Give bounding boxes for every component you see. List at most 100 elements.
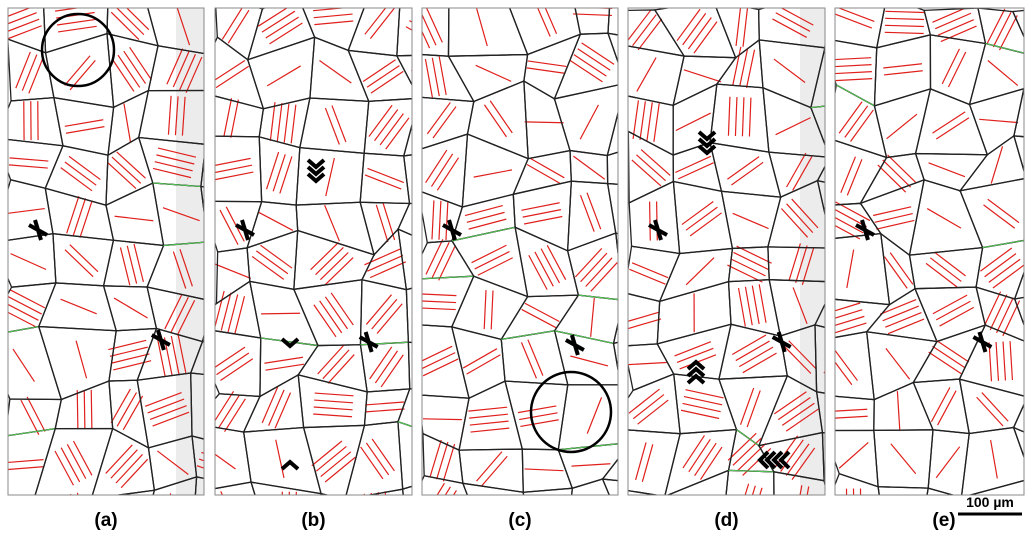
twin-boundary	[174, 96, 179, 136]
twin-boundary	[925, 262, 958, 288]
twin-boundary	[251, 256, 285, 280]
twin-boundary	[758, 284, 767, 323]
cross-marker	[771, 331, 792, 353]
grain-boundary	[347, 49, 412, 102]
twin-boundary	[737, 287, 746, 327]
twin-boundary	[123, 50, 147, 84]
twin-boundary	[935, 300, 971, 321]
twin-boundary	[989, 294, 1008, 331]
scale-bar-label: 100 µm	[966, 494, 1014, 510]
twin-boundary	[932, 111, 966, 134]
twin-boundary	[680, 409, 720, 420]
grain-boundary	[1013, 270, 1024, 300]
twin-boundary	[788, 243, 801, 281]
twin-boundary	[426, 102, 451, 135]
cross-marker	[855, 219, 875, 241]
twin-boundary	[844, 105, 869, 138]
twin-boundary	[75, 340, 88, 379]
twin-boundary	[483, 290, 487, 330]
twin-boundary	[64, 495, 71, 533]
twin-boundary	[436, 157, 460, 191]
twin-boundary	[272, 154, 286, 192]
twin-boundary	[473, 169, 513, 178]
twin-boundary	[64, 249, 94, 278]
twin-boundary	[727, 156, 760, 180]
twin-boundary	[322, 349, 350, 380]
twin-boundary	[838, 441, 869, 469]
twin-boundary	[422, 358, 459, 377]
twin-boundary	[947, 51, 967, 88]
twin-boundary	[320, 451, 352, 478]
twin-boundary	[122, 395, 144, 431]
twin-boundary	[835, 349, 858, 381]
twin-boundary	[521, 202, 560, 211]
grain-boundary	[397, 388, 412, 428]
twin-boundary	[315, 247, 344, 276]
twin-boundary	[261, 10, 296, 33]
twin-boundary	[579, 194, 595, 232]
twin-boundary	[474, 250, 510, 270]
twin-boundary	[483, 104, 507, 138]
twin-boundary	[179, 53, 196, 91]
twin-boundary	[939, 306, 975, 327]
twin-boundary	[641, 444, 654, 483]
twin-boundary	[676, 8, 701, 42]
grain-boundary	[612, 320, 618, 345]
twin-boundary	[521, 308, 557, 329]
chevron-marker	[778, 450, 791, 470]
twin-boundary	[170, 296, 189, 333]
grain-boundary	[522, 487, 573, 495]
twin-boundary	[123, 103, 132, 142]
twin-boundary	[438, 244, 457, 281]
twin-boundary	[527, 60, 567, 68]
panel-label: (d)	[714, 510, 738, 531]
panel	[422, 8, 659, 525]
twin-boundary	[54, 450, 74, 486]
twin-boundary	[635, 494, 659, 525]
twin-boundary	[679, 497, 715, 513]
panel-frame	[627, 7, 826, 496]
twin-boundary	[519, 412, 558, 421]
twin-boundary	[20, 399, 40, 435]
twin-boundary	[932, 294, 968, 315]
grain-boundary	[152, 475, 198, 495]
panel-frame	[834, 7, 1025, 496]
twin-boundary	[735, 8, 742, 47]
twin-boundary	[876, 219, 915, 230]
twin-boundary	[167, 95, 172, 135]
twin-boundary	[431, 57, 440, 97]
twin-boundary	[113, 297, 148, 319]
twin-boundary	[835, 57, 872, 61]
twin-boundary	[998, 15, 1018, 51]
twin-boundary	[886, 113, 918, 140]
twin-boundary	[10, 289, 46, 309]
twin-boundary	[571, 463, 611, 467]
twin-boundary	[365, 401, 405, 406]
twin-boundary	[476, 451, 503, 482]
twin-boundary	[315, 445, 347, 472]
twin-boundary	[466, 354, 501, 375]
grain-boundary	[606, 110, 618, 157]
twin-boundary	[585, 257, 613, 287]
low-angle-boundary	[8, 428, 56, 437]
twin-boundary	[781, 402, 815, 426]
twin-boundary	[791, 198, 819, 229]
twin-boundary	[424, 58, 433, 98]
twin-boundary	[835, 216, 864, 234]
twin-boundary	[524, 302, 560, 323]
twin-boundary	[9, 157, 49, 162]
twin-boundary	[524, 121, 564, 124]
grain-boundary	[571, 478, 610, 495]
twin-boundary	[884, 31, 924, 35]
low-angle-boundary	[554, 330, 614, 344]
twin-boundary	[882, 305, 919, 322]
twin-boundary	[374, 350, 398, 384]
twin-boundary	[929, 506, 968, 509]
twin-boundary	[683, 395, 723, 406]
twin-boundary	[799, 485, 803, 495]
twin-boundary	[176, 8, 191, 46]
twin-boundary	[586, 397, 603, 434]
twin-boundary	[773, 58, 806, 83]
twin-boundary	[445, 201, 449, 241]
